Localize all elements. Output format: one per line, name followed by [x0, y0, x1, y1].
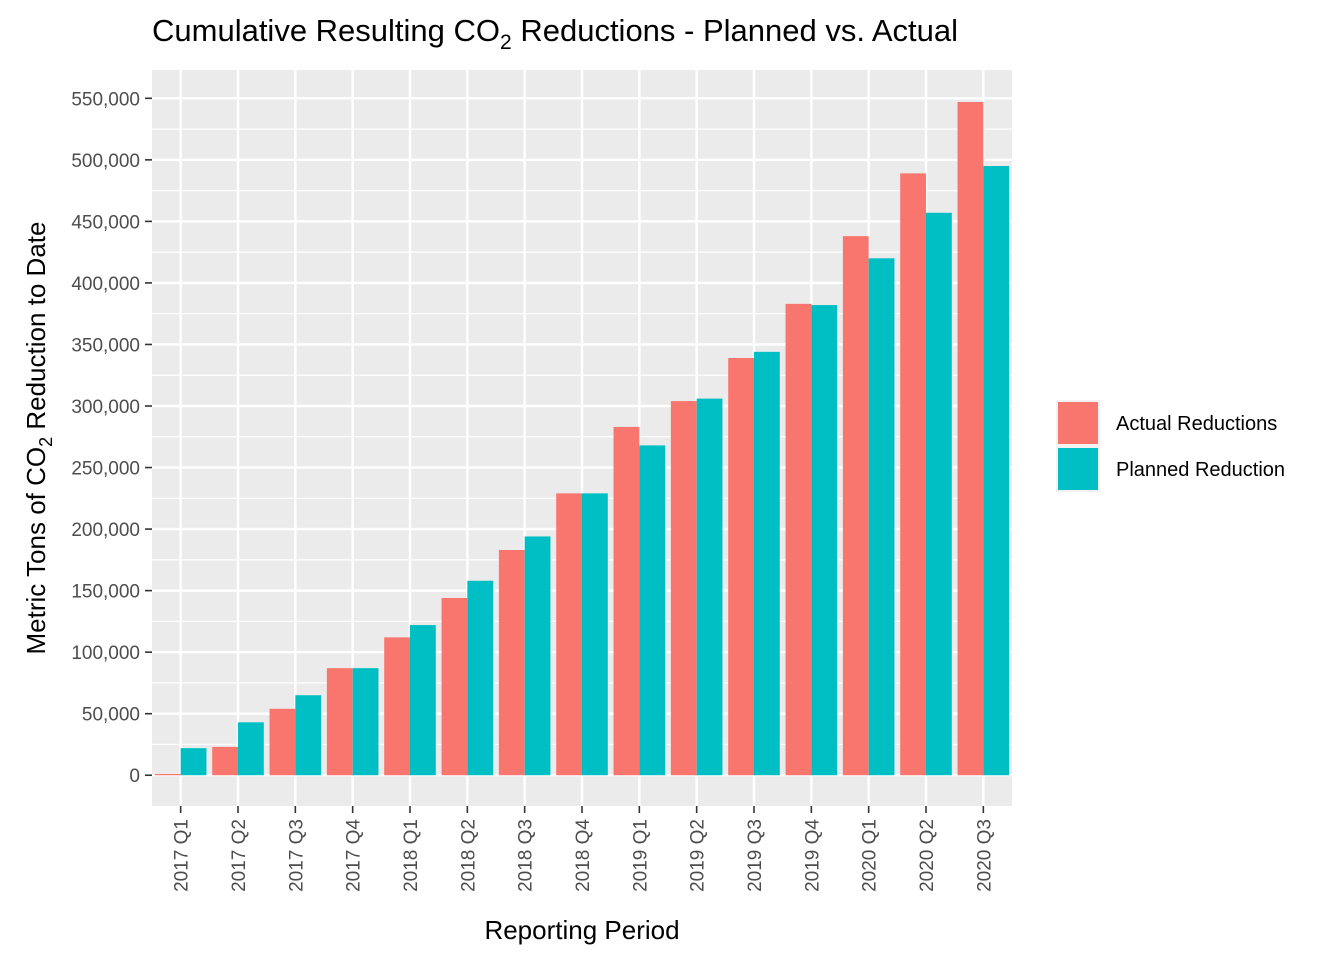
bar-actual-13: [900, 173, 926, 776]
bar-planned-10: [754, 351, 780, 776]
y-tick-label: 300,000: [71, 397, 140, 418]
bar-actual-12: [842, 236, 869, 776]
x-tick-label: 2018 Q1: [401, 819, 422, 892]
y-tick-label: 100,000: [71, 643, 140, 664]
legend-label-0: Actual Reductions: [1116, 413, 1277, 435]
x-tick-label: 2019 Q3: [745, 819, 766, 892]
bar-planned-8: [639, 445, 666, 776]
bar-planned-4: [410, 625, 436, 776]
bar-actual-3: [326, 668, 353, 776]
x-tick-label: 2019 Q2: [688, 819, 709, 892]
legend: Actual Reductions Planned Reduction: [1056, 400, 1285, 492]
x-tick-label: 2017 Q2: [229, 819, 250, 892]
x-tick-label: 2020 Q3: [974, 819, 995, 892]
bar-actual-5: [441, 598, 468, 776]
bar-planned-7: [582, 493, 608, 776]
y-tick-label: 250,000: [71, 459, 140, 480]
x-tick-label: 2018 Q4: [573, 819, 594, 892]
bar-actual-10: [728, 358, 754, 776]
bar-actual-4: [384, 637, 410, 776]
legend-key-0: [1058, 402, 1098, 444]
bars: [154, 102, 1010, 776]
x-tick-label: 2019 Q4: [802, 819, 823, 892]
bar-planned-2: [295, 695, 322, 776]
x-axis: 2017 Q1 2017 Q2 2017 Q3 2017 Q4 2018 Q1 2018 …: [172, 806, 995, 892]
y-tick-label: 0: [129, 766, 140, 787]
bar-planned-1: [238, 722, 264, 776]
bar-planned-3: [352, 668, 379, 776]
x-tick-label: 2017 Q1: [172, 819, 193, 892]
x-tick-label: 2020 Q2: [917, 819, 938, 892]
x-tick-label: 2018 Q2: [458, 819, 479, 892]
x-tick-label: 2017 Q4: [344, 819, 365, 892]
y-tick-label: 150,000: [71, 582, 140, 603]
y-tick-label: 450,000: [71, 212, 140, 233]
bar-planned-11: [811, 305, 838, 776]
x-tick-label: 2020 Q1: [860, 819, 881, 892]
y-tick-label: 550,000: [71, 89, 140, 110]
bar-actual-2: [269, 708, 296, 776]
y-tick-label: 400,000: [71, 274, 140, 295]
bar-planned-14: [983, 166, 1010, 776]
y-axis-title: Metric Tons of CO2 Reduction to Date: [21, 222, 56, 655]
y-axis: 0 50,000 100,000 150,000 200,000 250,000 300,0…: [71, 89, 152, 787]
bar-planned-6: [524, 536, 551, 776]
legend-key-1: [1058, 448, 1098, 490]
y-tick-label: 350,000: [71, 335, 140, 356]
bar-planned-13: [926, 212, 952, 776]
x-axis-title: Reporting Period: [484, 915, 679, 945]
chart-title: Cumulative Resulting CO2 Reductions - Pl…: [152, 13, 958, 54]
x-tick-label: 2019 Q1: [630, 819, 651, 892]
bar-actual-1: [212, 746, 238, 776]
legend-label-1: Planned Reduction: [1116, 459, 1285, 481]
bar-planned-9: [696, 398, 723, 776]
x-tick-label: 2017 Q3: [286, 819, 307, 892]
bar-planned-5: [467, 580, 494, 776]
bar-actual-14: [957, 102, 984, 776]
x-tick-label: 2018 Q3: [516, 819, 537, 892]
bar-actual-8: [613, 426, 640, 776]
y-tick-label: 200,000: [71, 520, 140, 541]
y-tick-label: 50,000: [82, 705, 140, 726]
bar-planned-0: [180, 748, 207, 776]
bar-actual-11: [785, 303, 812, 776]
bar-actual-9: [670, 401, 697, 776]
bar-actual-7: [556, 493, 582, 776]
bar-planned-12: [868, 258, 895, 776]
y-tick-label: 500,000: [71, 151, 140, 172]
bar-actual-6: [498, 550, 525, 776]
bar-actual-0: [154, 774, 181, 776]
